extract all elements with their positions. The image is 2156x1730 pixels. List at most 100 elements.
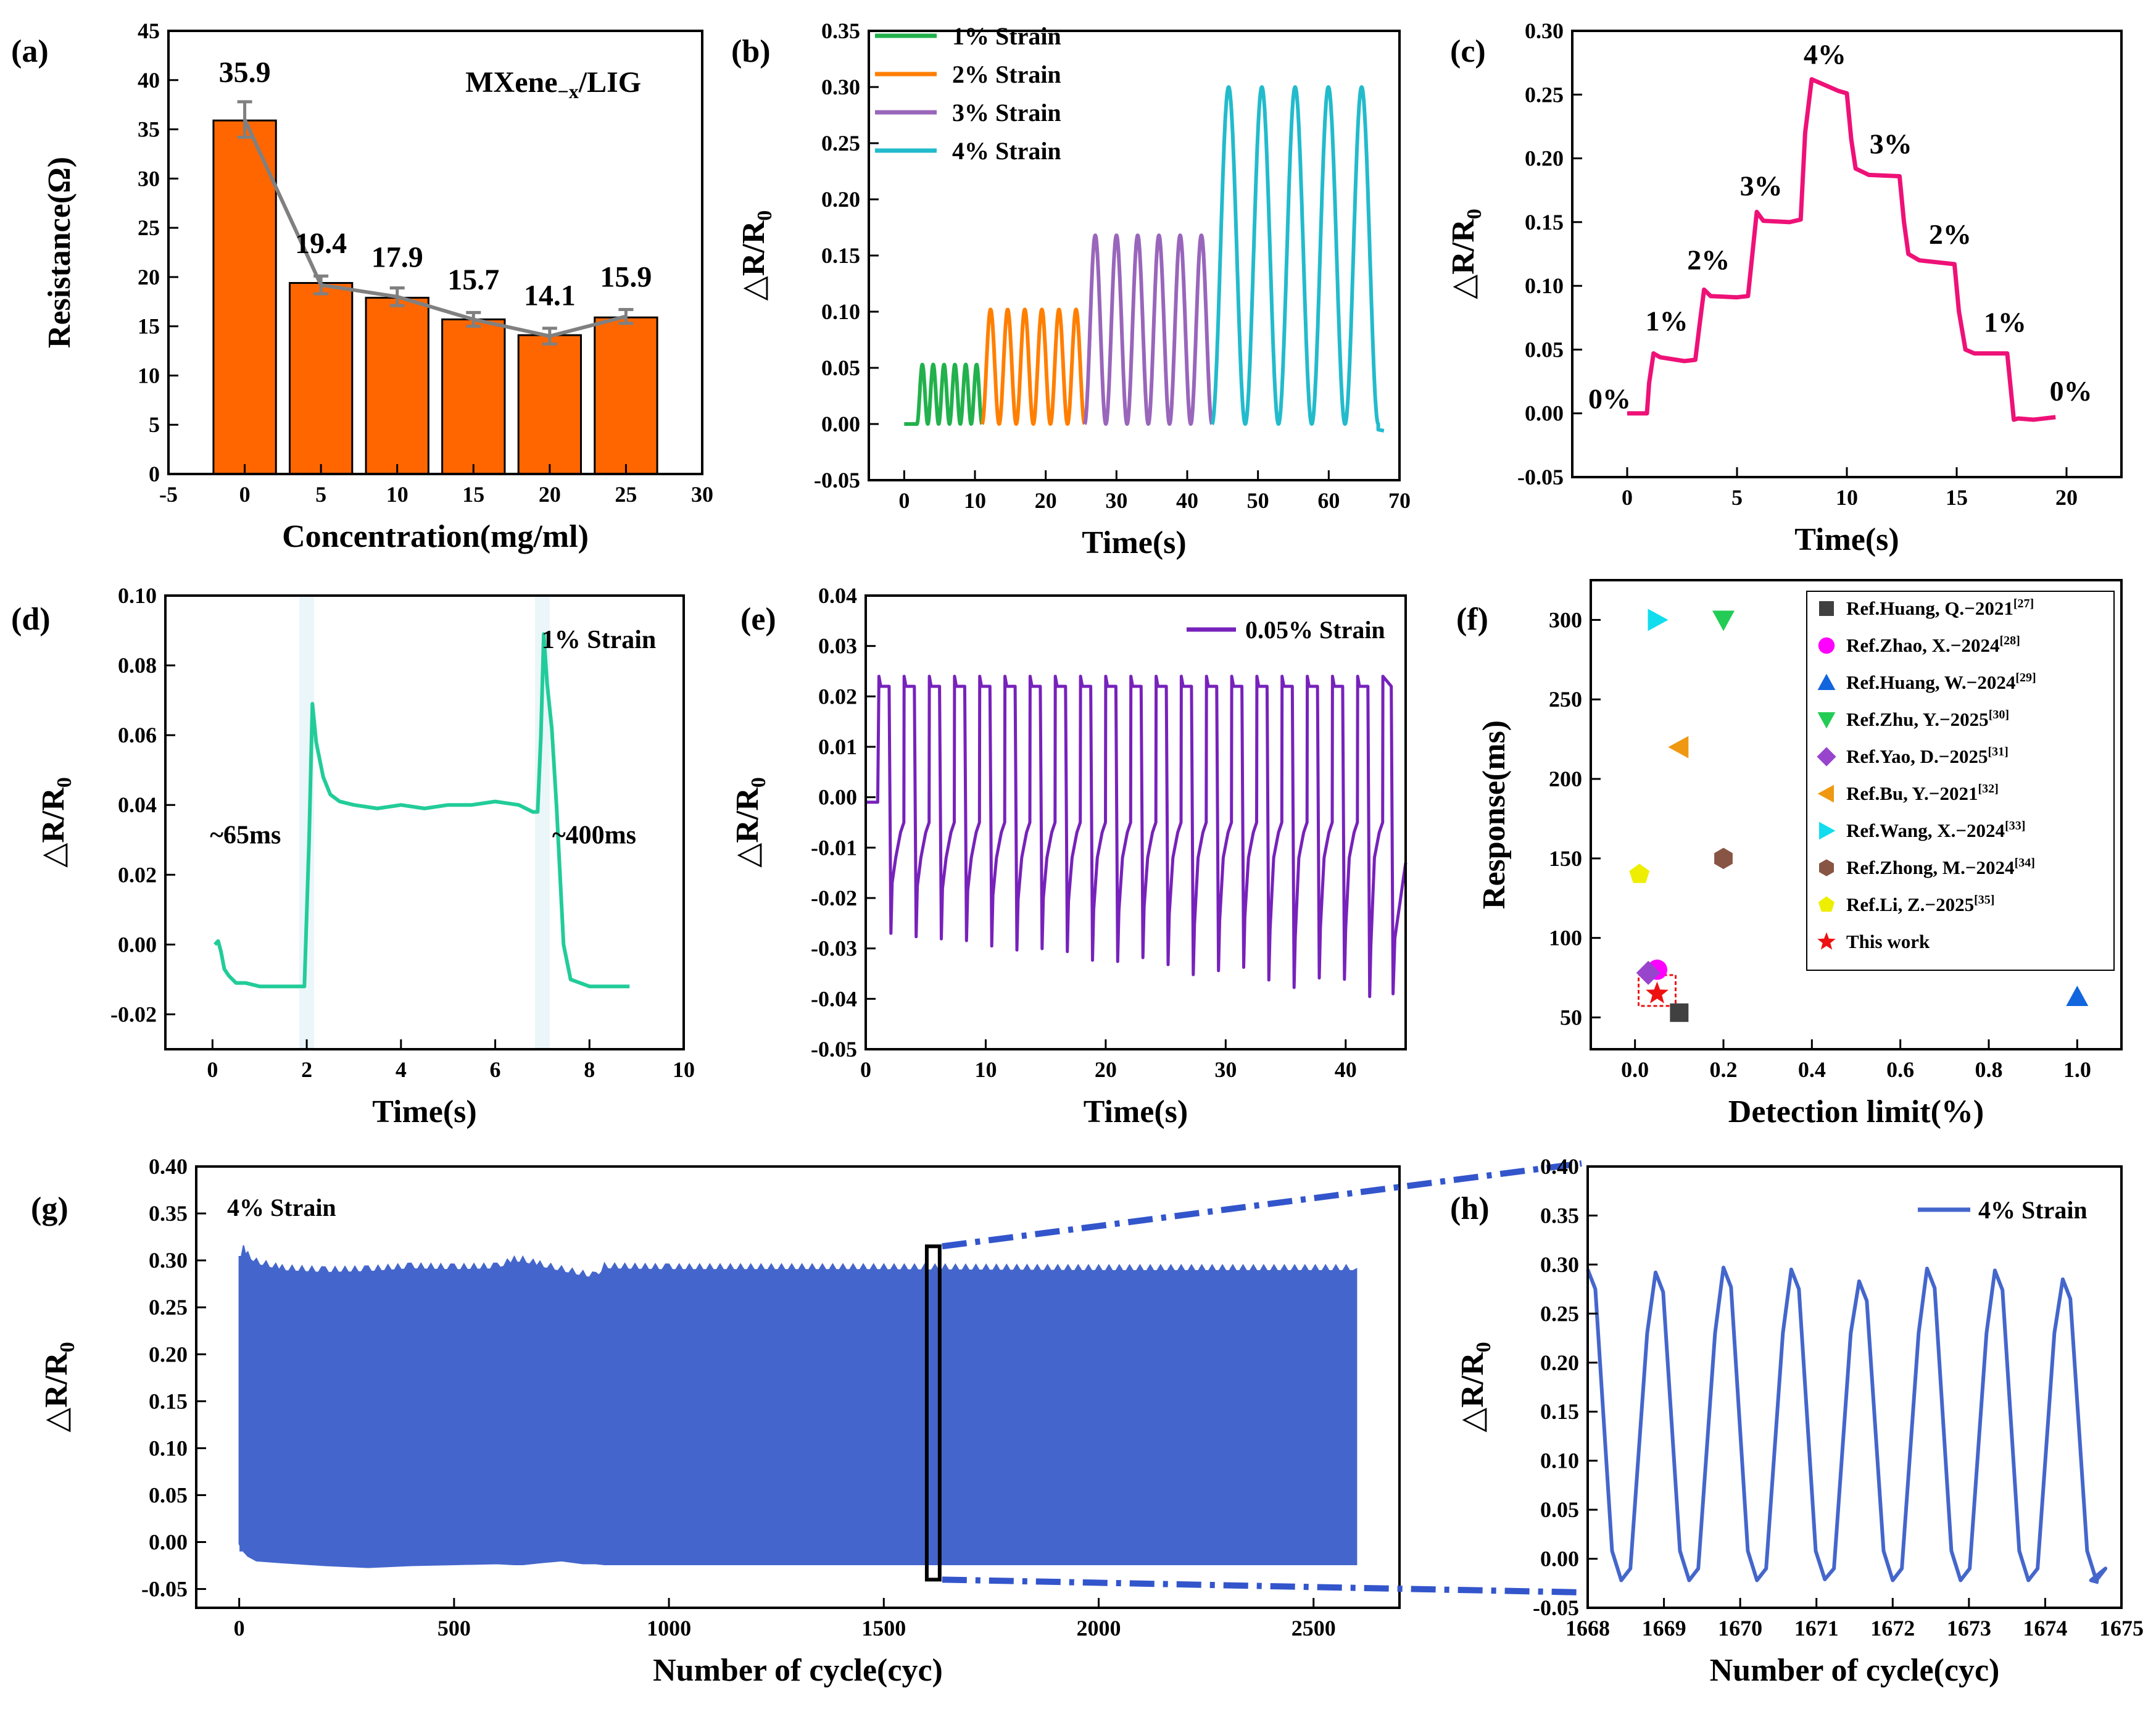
- panel-label-f: (f): [1456, 602, 1488, 637]
- x-tick-label-b: 0: [898, 488, 910, 513]
- y-tick-label-h: 0.15: [1540, 1399, 1579, 1424]
- y-tick-label-h: 0.05: [1540, 1497, 1579, 1522]
- y-tick-label-c: 0.00: [1525, 401, 1564, 426]
- legend-label-f: Ref.Li, Z.−2025[35]: [1846, 893, 1994, 915]
- zoom-connector-bottom: [942, 1576, 1582, 1595]
- x-tick-label-c: 15: [1946, 485, 1968, 510]
- legend-label-f: Ref.Bu, Y.−2021[32]: [1846, 782, 1999, 804]
- x-tick-label-f: 0.8: [1975, 1057, 2003, 1082]
- marker-f: [1817, 712, 1836, 729]
- y-tick-label-d: 0.10: [118, 583, 157, 608]
- legend-ref: [34]: [2015, 856, 2035, 870]
- legend-label-b: 3% Strain: [952, 99, 1061, 127]
- axes-frame-g: [195, 1165, 1401, 1609]
- y-axis-title-b: △R/R0: [736, 210, 776, 301]
- y-tick-label-h: 0.00: [1540, 1547, 1579, 1571]
- y-tick-label-a: 45: [138, 19, 160, 43]
- y-tick-label-h: 0.40: [1540, 1154, 1579, 1179]
- panel-e: 0.05% Strain 0 10 20 30 40 -0.05 -0.04 -0.03 -0.0…: [730, 583, 1408, 1129]
- x-tick-label-g: 0: [234, 1616, 245, 1641]
- y-tick-label-a: 0: [149, 462, 160, 486]
- y-tick-label-f: 300: [1549, 607, 1582, 632]
- plot-area-a: 35.9 19.4 17.9 15.7 14.1 15.9 MXene−x/LIG: [212, 56, 658, 475]
- x-tick-label-g: 2500: [1292, 1616, 1336, 1641]
- y-tick-label-b: 0.05: [821, 356, 860, 380]
- x-tick-label-b: 10: [964, 488, 986, 513]
- y-tick-label-f: 50: [1560, 1005, 1582, 1029]
- legend-label-f: Ref.Wang, X.−2024[33]: [1846, 819, 2025, 841]
- marker-f: [1636, 960, 1661, 985]
- bar-a: [365, 296, 429, 475]
- marker-f: [1648, 609, 1669, 631]
- series-line-h: [1586, 1265, 2108, 1584]
- annotation-suffix: /LIG: [578, 66, 641, 99]
- y-tick-label-c: 0.05: [1525, 337, 1564, 362]
- x-tick-label-e: 30: [1214, 1057, 1237, 1082]
- legend-label-f: Ref.Zhao, X.−2024[28]: [1846, 634, 2020, 656]
- plot-area-c: 0% 1% 2% 3% 4% 3% 2% 1% 0%: [1588, 39, 2092, 422]
- step-label-c: 3%: [1740, 170, 1783, 201]
- x-tick-label-f: 1.0: [2063, 1057, 2091, 1082]
- legend-ref: [33]: [2005, 819, 2025, 833]
- legend-ref: [30]: [1989, 708, 2009, 722]
- x-tick-label-f: 0.6: [1886, 1057, 1914, 1082]
- data-label-a: 35.9: [219, 56, 271, 89]
- y-tick-label-e: 0.04: [818, 583, 857, 608]
- y-tick-label-b: 0.35: [821, 19, 860, 43]
- legend-ref: [32]: [1978, 782, 1998, 796]
- y-tick-label-e: -0.03: [811, 936, 857, 961]
- x-axis-title-d: Time(s): [372, 1094, 476, 1129]
- series-line-b: [1210, 85, 1385, 433]
- y-tick-label-f: 250: [1549, 687, 1582, 712]
- x-tick-label-e: 10: [974, 1057, 997, 1082]
- annotation-a: MXene−x/LIG: [465, 66, 641, 102]
- marker-f: [1817, 784, 1834, 803]
- y-axis-title-e: △R/R0: [730, 777, 770, 868]
- x-tick-label-a: 25: [615, 482, 637, 507]
- series-line-d: [214, 632, 630, 989]
- step-label-c: 2%: [1687, 244, 1730, 275]
- x-tick-label-d: 6: [490, 1057, 501, 1082]
- plot-area-e: 0.05% Strain: [866, 616, 1408, 999]
- x-tick-label-d: 10: [673, 1057, 695, 1082]
- plot-area-f: Ref.Huang, Q.−2021[27] Ref.Zhao, X.−2024[…: [1629, 591, 2115, 1022]
- y-tick-label-a: 40: [138, 68, 160, 93]
- y-tick-label-d: 0.06: [118, 723, 157, 747]
- mean-line-a: [243, 119, 627, 338]
- legend-label-f: Ref.Zhong, M.−2024[34]: [1846, 856, 2035, 878]
- legend-label-b: 2% Strain: [952, 60, 1061, 88]
- x-axis-title-e: Time(s): [1084, 1094, 1188, 1129]
- x-tick-label-b: 60: [1317, 488, 1340, 513]
- y-tick-label-a: 15: [138, 314, 160, 339]
- legend-label-f: Ref.Yao, D.−2025[31]: [1846, 745, 2009, 767]
- x-tick-label-e: 0: [860, 1057, 871, 1082]
- x-tick-label-f: 0.2: [1710, 1057, 1738, 1082]
- annotation-d: ~400ms: [552, 821, 636, 849]
- legend-label-f: Ref.Huang, Q.−2021[27]: [1846, 597, 2034, 619]
- marker-f: [1818, 896, 1835, 912]
- data-label-a: 14.1: [524, 280, 576, 312]
- panel-label-b: (b): [731, 34, 771, 69]
- panel-d: 1% Strain ~65ms ~400ms 0 2 4 6 8 10 -0.02 0.00 0.02…: [11, 583, 695, 1129]
- x-tick-label-h: 1673: [1947, 1616, 1991, 1641]
- legend-label-g: 4% Strain: [227, 1194, 336, 1221]
- y-tick-label-g: 0.05: [149, 1483, 188, 1507]
- series-line-e: [866, 675, 1408, 999]
- y-axis-title-subscript: 0: [753, 210, 776, 221]
- series-line-b: [904, 362, 984, 426]
- y-tick-label-c: -0.05: [1517, 465, 1564, 489]
- legend-label-f: Ref.Huang, W.−2024[29]: [1846, 671, 2036, 693]
- x-tick-label-b: 40: [1176, 488, 1198, 513]
- annotation-subscript: −x: [558, 80, 579, 102]
- y-tick-label-d: -0.02: [110, 1002, 157, 1026]
- y-tick-label-g: 0.25: [149, 1295, 188, 1320]
- y-tick-label-a: 20: [138, 265, 160, 289]
- panel-h: 4% Strain 1668 1669 1670 1671 1672 1673 1674 167…: [1450, 1154, 2144, 1688]
- x-tick-label-b: 70: [1388, 488, 1411, 513]
- y-axis-title-subscript: 0: [1463, 209, 1486, 219]
- x-axis-title-c: Time(s): [1794, 522, 1899, 557]
- plot-area-g: 4% Strain: [227, 1194, 1358, 1582]
- bar-a: [212, 119, 277, 475]
- data-label-a: 15.9: [600, 260, 652, 293]
